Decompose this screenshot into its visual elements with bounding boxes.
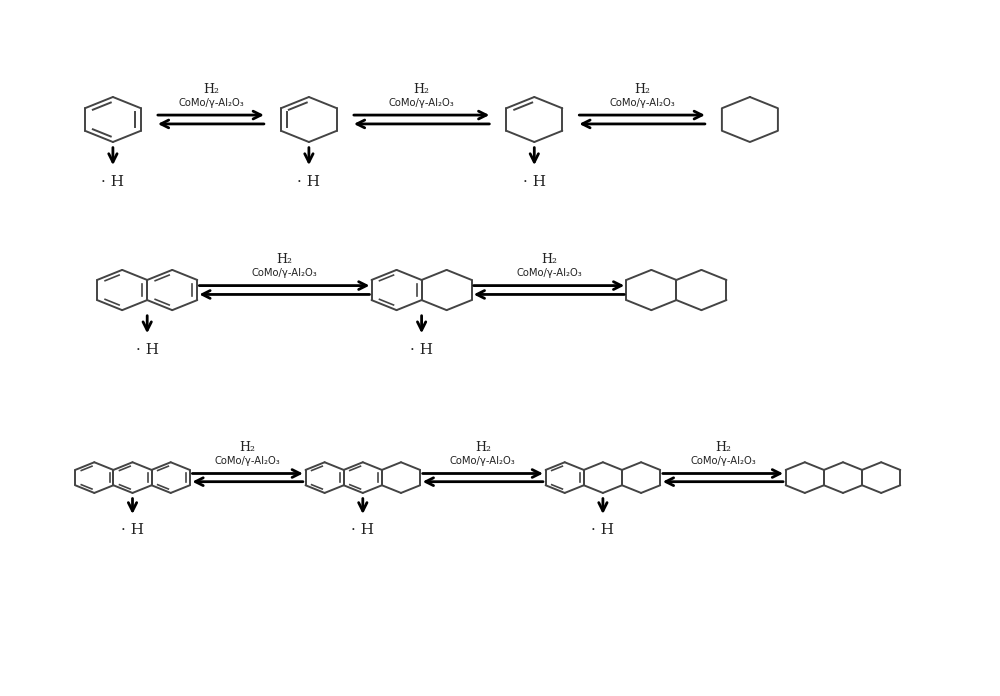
Text: · H: · H	[351, 523, 374, 537]
Text: CoMo/γ-Al₂O₃: CoMo/γ-Al₂O₃	[252, 269, 317, 278]
Text: H₂: H₂	[414, 83, 430, 95]
Text: H₂: H₂	[475, 441, 491, 454]
Text: H₂: H₂	[715, 441, 731, 454]
Text: CoMo/γ-Al₂O₃: CoMo/γ-Al₂O₃	[178, 98, 244, 108]
Text: CoMo/γ-Al₂O₃: CoMo/γ-Al₂O₃	[450, 456, 516, 466]
Text: · H: · H	[591, 523, 614, 537]
Text: · H: · H	[121, 523, 144, 537]
Text: H₂: H₂	[541, 253, 557, 266]
Text: · H: · H	[136, 342, 159, 357]
Text: CoMo/γ-Al₂O₃: CoMo/γ-Al₂O₃	[516, 269, 582, 278]
Text: CoMo/γ-Al₂O₃: CoMo/γ-Al₂O₃	[389, 98, 454, 108]
Text: · H: · H	[410, 342, 433, 357]
Text: CoMo/γ-Al₂O₃: CoMo/γ-Al₂O₃	[690, 456, 756, 466]
Text: H₂: H₂	[203, 83, 219, 95]
Text: · H: · H	[101, 175, 124, 189]
Text: H₂: H₂	[634, 83, 650, 95]
Text: H₂: H₂	[240, 441, 256, 454]
Text: · H: · H	[523, 175, 546, 189]
Text: CoMo/γ-Al₂O₃: CoMo/γ-Al₂O₃	[609, 98, 675, 108]
Text: · H: · H	[297, 175, 320, 189]
Text: H₂: H₂	[276, 253, 292, 266]
Text: CoMo/γ-Al₂O₃: CoMo/γ-Al₂O₃	[215, 456, 281, 466]
